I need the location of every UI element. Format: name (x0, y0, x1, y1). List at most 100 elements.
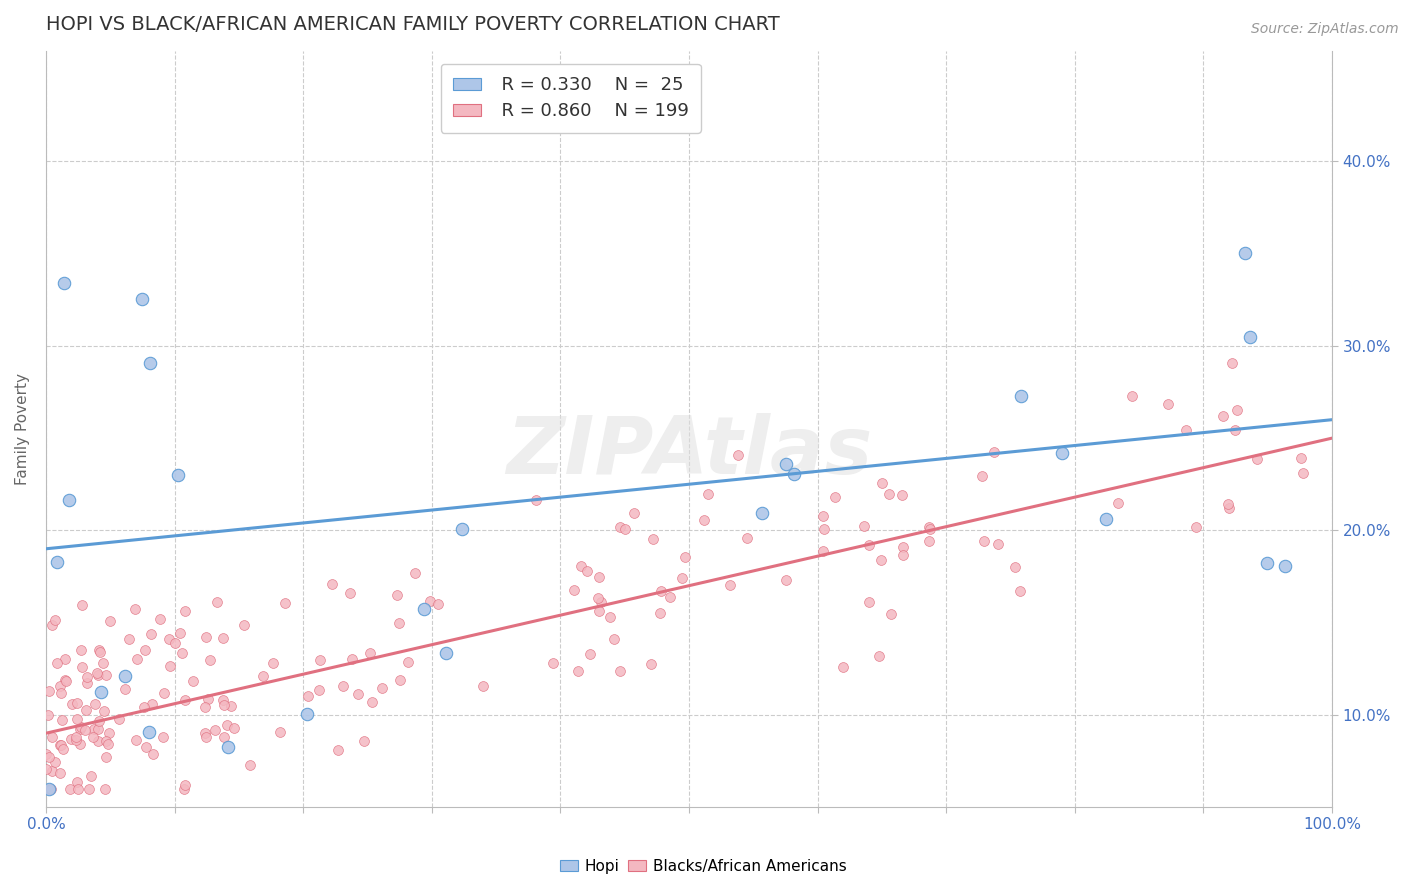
Point (650, 606, 672, 620)
Point (38, 683, 60, 698)
Point (84, 698, 107, 712)
Point (211, 693, 233, 707)
Point (1174, 424, 1197, 438)
Point (775, 573, 797, 587)
Point (1291, 467, 1313, 481)
Point (181, 674, 204, 689)
Point (65, 730, 87, 744)
Point (404, 566, 426, 580)
Point (1233, 246, 1256, 260)
Point (94, 668, 117, 682)
Point (170, 646, 193, 660)
Point (200, 653, 222, 667)
Point (83, 722, 105, 736)
Point (114, 668, 136, 682)
Point (58, 493, 80, 508)
Point (70, 598, 93, 612)
Point (389, 673, 412, 687)
Point (52, 741, 75, 756)
Point (269, 725, 291, 739)
Point (66, 781, 89, 796)
Point (813, 522, 835, 536)
Point (149, 611, 172, 625)
Point (41, 730, 63, 744)
Point (214, 731, 236, 745)
Point (75, 723, 97, 738)
Point (219, 699, 242, 714)
Point (52, 276, 75, 290)
Point (775, 457, 797, 471)
Point (609, 665, 631, 679)
Point (51, 686, 73, 700)
Point (51, 713, 73, 727)
Point (217, 740, 239, 755)
Point (69, 643, 91, 657)
Point (98, 615, 121, 629)
Point (1256, 556, 1278, 570)
Point (157, 632, 180, 647)
Point (1225, 423, 1247, 437)
Point (579, 647, 602, 661)
Point (76, 670, 98, 684)
Point (609, 520, 631, 534)
Point (114, 681, 136, 696)
Point (118, 632, 141, 647)
Point (877, 487, 900, 501)
Point (321, 576, 343, 591)
Point (239, 757, 262, 772)
Point (1050, 446, 1073, 460)
Point (1216, 497, 1239, 511)
Point (89, 714, 111, 729)
Point (153, 686, 176, 700)
Point (1095, 511, 1118, 525)
Point (142, 747, 165, 762)
Point (70, 720, 93, 734)
Point (217, 717, 239, 731)
Point (65, 732, 87, 747)
Point (1157, 397, 1180, 411)
Point (87, 643, 110, 657)
Point (194, 730, 217, 744)
Point (524, 493, 547, 508)
Point (576, 564, 599, 578)
Point (824, 490, 846, 504)
Point (174, 605, 197, 619)
Point (385, 589, 408, 603)
Text: Source: ZipAtlas.com: Source: ZipAtlas.com (1251, 22, 1399, 37)
Point (131, 292, 153, 306)
Point (204, 723, 226, 737)
Point (1220, 356, 1243, 370)
Point (48, 765, 70, 780)
Point (811, 508, 834, 523)
Point (567, 665, 589, 679)
Point (66, 775, 89, 789)
Point (891, 549, 914, 563)
Point (82, 730, 104, 744)
Point (169, 626, 191, 640)
Point (436, 646, 458, 660)
Point (86, 666, 108, 681)
Point (252, 669, 274, 683)
Point (96, 749, 118, 764)
Point (613, 522, 636, 536)
Point (152, 730, 174, 744)
Point (987, 537, 1010, 551)
Point (194, 699, 217, 714)
Point (588, 604, 610, 618)
Point (173, 693, 195, 707)
Point (308, 653, 330, 667)
Point (87, 734, 110, 748)
Point (412, 602, 434, 616)
Point (370, 681, 392, 696)
Point (735, 531, 758, 545)
Point (62, 697, 84, 711)
Point (832, 660, 855, 674)
Point (1226, 402, 1249, 417)
Point (751, 506, 773, 520)
Point (141, 627, 163, 641)
Point (97, 725, 120, 739)
Point (138, 724, 160, 739)
Point (347, 687, 370, 701)
Point (38, 781, 60, 796)
Point (972, 468, 994, 483)
